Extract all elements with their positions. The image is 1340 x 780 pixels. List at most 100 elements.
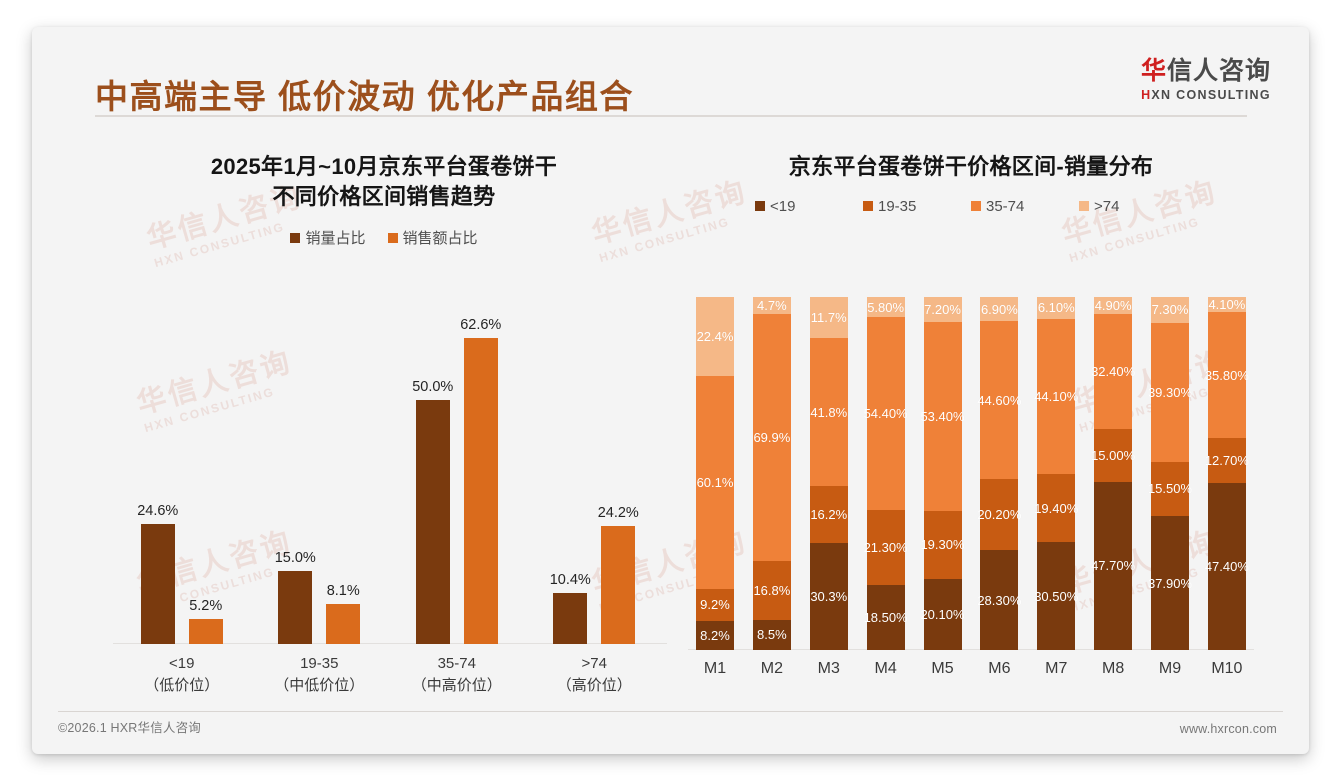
stack-segment[interactable]: 32.40%: [1091, 314, 1136, 429]
bar-volume[interactable]: 10.4%: [550, 572, 591, 644]
stack-segment-label: 69.9%: [753, 429, 791, 445]
bar-value-label: 24.2%: [597, 504, 639, 521]
x-axis-label: M4: [874, 660, 897, 677]
left-chart-title-line2: 不同价格区间销售趋势: [272, 183, 496, 209]
bar-volume[interactable]: 50.0%: [412, 379, 453, 644]
stacked-bar-column: 11.7% 41.8% 16.2% 30.3% M3: [806, 297, 852, 677]
x-axis-label: M6: [988, 660, 1011, 677]
stack-segment[interactable]: 35.80%: [1205, 312, 1249, 439]
stacked-bar-column: 7.30% 39.30% 15.50% 37.90% M9: [1147, 297, 1193, 677]
stacked-bar[interactable]: 6.10% 44.10% 19.40% 30.50%: [1034, 297, 1078, 650]
brand-logo: 华信人咨询 HXN CONSULTING: [1141, 59, 1271, 102]
stacked-bar[interactable]: 11.7% 41.8% 16.2% 30.3%: [809, 297, 848, 650]
stack-segment[interactable]: 22.4%: [696, 297, 734, 377]
stack-segment[interactable]: 15.50%: [1148, 461, 1192, 517]
stacked-bar[interactable]: 5.80% 54.40% 21.30% 18.50%: [863, 297, 908, 650]
x-axis-label: M1: [703, 660, 727, 677]
legend-item-right-2[interactable]: 35-74: [971, 198, 1079, 215]
stack-segment[interactable]: 8.5%: [752, 619, 791, 650]
stack-segment[interactable]: 19.40%: [1034, 474, 1078, 543]
stacked-bar-column: 5.80% 54.40% 21.30% 18.50% M4: [863, 297, 909, 677]
stack-segment-label: 9.2%: [700, 597, 730, 613]
stack-segment-label: 37.90%: [1147, 575, 1193, 591]
stack-segment[interactable]: 16.8%: [752, 560, 791, 620]
legend-label: 销售额占比: [402, 230, 478, 248]
stack-segment-label: 53.40%: [920, 409, 965, 425]
right-chart-stacks: 22.4% 60.1% 9.2% 8.2% M1 4.7% 69.9% 16.8% 8.5% M2…: [692, 297, 1250, 677]
stacked-bar-column: 4.90% 32.40% 15.00% 47.70% M8: [1090, 297, 1136, 677]
stack-segment[interactable]: 28.30%: [977, 550, 1021, 651]
stack-segment[interactable]: 20.20%: [977, 478, 1022, 551]
stack-segment[interactable]: 9.2%: [696, 588, 734, 622]
stack-segment[interactable]: 6.10%: [1037, 297, 1076, 319]
stacked-bar-column: 22.4% 60.1% 9.2% 8.2% M1: [692, 297, 738, 677]
x-axis-label-main: 19-35: [300, 655, 339, 672]
bar-amount[interactable]: 62.6%: [460, 317, 501, 644]
stacked-bar[interactable]: 4.10% 35.80% 12.70% 47.40%: [1205, 297, 1249, 650]
bar-value-label: 62.6%: [460, 317, 502, 334]
stack-segment[interactable]: 41.8%: [809, 338, 848, 486]
bar-amount[interactable]: 24.2%: [598, 505, 639, 644]
legend-item-left-1[interactable]: 销售额占比: [387, 227, 478, 248]
stack-segment[interactable]: 12.70%: [1205, 438, 1249, 483]
stacked-bar[interactable]: 4.90% 32.40% 15.00% 47.70%: [1091, 297, 1136, 650]
bar-volume[interactable]: 15.0%: [275, 550, 316, 644]
stack-segment-label: 6.90%: [980, 301, 1018, 317]
stack-segment[interactable]: 19.30%: [920, 510, 965, 580]
stack-segment[interactable]: 6.90%: [980, 297, 1019, 322]
footer-divider: [58, 711, 1283, 712]
stack-segment-label: 21.30%: [863, 539, 908, 555]
left-chart-panel: 2025年1月~10月京东平台蛋卷饼干 不同价格区间销售趋势 销量占比 销售额占比…: [95, 127, 673, 712]
legend-item-right-3[interactable]: >74: [1079, 198, 1187, 215]
legend-item-right-0[interactable]: <19: [755, 198, 863, 215]
right-chart-plot-area: 22.4% 60.1% 9.2% 8.2% M1 4.7% 69.9% 16.8% 8.5% M2…: [682, 297, 1260, 712]
stack-segment[interactable]: 39.30%: [1148, 322, 1192, 462]
stack-segment[interactable]: 15.00%: [1091, 428, 1135, 482]
legend-item-right-1[interactable]: 19-35: [863, 198, 971, 215]
x-axis-label-sub: （低价位）: [144, 676, 220, 694]
stack-segment-label: 54.40%: [863, 405, 908, 421]
stack-segment[interactable]: 44.10%: [1034, 318, 1078, 475]
stack-segment[interactable]: 4.7%: [752, 297, 791, 314]
stack-segment[interactable]: 47.70%: [1091, 481, 1135, 650]
stack-segment[interactable]: 4.10%: [1207, 297, 1246, 312]
stack-segment[interactable]: 47.40%: [1205, 482, 1249, 650]
stack-segment[interactable]: 53.40%: [920, 322, 965, 511]
stacked-bar[interactable]: 22.4% 60.1% 9.2% 8.2%: [696, 297, 734, 650]
stack-segment[interactable]: 21.30%: [863, 509, 908, 585]
bar-amount[interactable]: 5.2%: [188, 598, 223, 644]
legend-item-left-0[interactable]: 销量占比: [290, 227, 366, 248]
stack-segment[interactable]: 30.50%: [1034, 542, 1078, 650]
stack-segment-label: 32.40%: [1091, 363, 1136, 379]
stack-segment[interactable]: 7.20%: [923, 297, 962, 323]
stacked-bar[interactable]: 4.7% 69.9% 16.8% 8.5%: [752, 297, 791, 650]
stack-segment[interactable]: 20.10%: [920, 579, 965, 650]
stack-segment-label: 16.2%: [810, 506, 848, 522]
logo-cn-gray: 信人咨询: [1166, 57, 1271, 85]
stack-segment[interactable]: 60.1%: [696, 376, 734, 589]
x-axis-label: M2: [760, 660, 783, 677]
stack-segment[interactable]: 30.3%: [809, 543, 848, 650]
stack-segment[interactable]: 8.2%: [696, 621, 734, 650]
stack-segment[interactable]: 37.90%: [1147, 516, 1193, 650]
stacked-bar[interactable]: 6.90% 44.60% 20.20% 28.30%: [977, 297, 1022, 651]
stack-segment[interactable]: 16.2%: [809, 485, 848, 544]
bar-amount[interactable]: 8.1%: [326, 583, 361, 644]
legend-swatch-icon: [971, 201, 981, 212]
stack-segment[interactable]: 11.7%: [809, 297, 848, 339]
stacked-bar[interactable]: 7.20% 53.40% 19.30% 20.10%: [920, 297, 965, 650]
legend-swatch-icon: [290, 232, 301, 243]
stack-segment-label: 4.7%: [757, 297, 787, 313]
stack-segment[interactable]: 54.40%: [863, 317, 908, 510]
stack-segment[interactable]: 7.30%: [1151, 297, 1189, 323]
stacked-bar[interactable]: 7.30% 39.30% 15.50% 37.90%: [1147, 297, 1193, 650]
stack-segment[interactable]: 44.60%: [977, 321, 1021, 479]
x-axis-label: M5: [931, 660, 954, 677]
left-chart-baseline: [113, 643, 667, 644]
bar-volume[interactable]: 24.6%: [137, 503, 178, 644]
stack-segment-label: 20.20%: [977, 506, 1022, 522]
stack-segment[interactable]: 69.9%: [752, 313, 791, 561]
stack-segment[interactable]: 4.90%: [1094, 297, 1133, 315]
stack-segment[interactable]: 5.80%: [866, 297, 905, 318]
stack-segment[interactable]: 18.50%: [864, 584, 908, 650]
